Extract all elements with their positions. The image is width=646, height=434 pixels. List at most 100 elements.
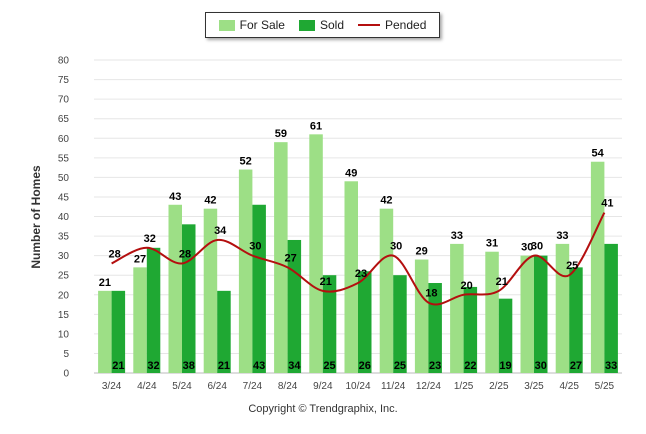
data-label-pended: 32	[144, 233, 156, 245]
x-tick-label: 5/25	[595, 381, 615, 392]
data-label-for-sale: 59	[275, 128, 287, 140]
data-label-pended: 21	[496, 276, 508, 288]
data-label-sold: 33	[605, 360, 617, 372]
x-tick-label: 7/24	[243, 381, 263, 392]
y-tick-label: 80	[58, 56, 70, 67]
bar-sold	[182, 224, 196, 373]
data-label-for-sale: 31	[486, 238, 498, 250]
data-label-pended: 30	[249, 241, 261, 253]
bar-for-sale	[98, 290, 112, 373]
bar-sold	[146, 247, 161, 373]
data-label-for-sale: 42	[380, 195, 392, 207]
data-label-pended: 28	[108, 248, 120, 260]
bar-for-sale	[238, 169, 253, 373]
y-tick-label: 55	[58, 153, 70, 164]
x-tick-label: 11/24	[381, 381, 406, 392]
data-label-pended: 34	[214, 225, 227, 237]
data-label-for-sale: 52	[240, 156, 252, 168]
data-label-for-sale: 33	[556, 230, 568, 242]
pended-swatch	[358, 24, 380, 26]
bar-sold	[111, 290, 126, 373]
data-label-for-sale: 49	[345, 167, 357, 179]
bar-sold	[604, 243, 618, 373]
legend-item-sold[interactable]: Sold	[298, 18, 344, 32]
bar-sold	[252, 204, 266, 373]
legend-item-pended[interactable]: Pended	[358, 18, 426, 32]
data-label-pended: 41	[601, 198, 613, 210]
bar-sold	[569, 267, 583, 373]
y-tick-label: 75	[58, 75, 70, 86]
data-label-pended: 21	[320, 276, 332, 288]
bar-for-sale	[309, 134, 323, 373]
bar-for-sale	[344, 181, 358, 373]
data-label-for-sale: 27	[134, 253, 146, 265]
x-tick-label: 6/24	[207, 381, 227, 392]
y-tick-label: 15	[58, 310, 70, 321]
chart-legend: For Sale Sold Pended	[205, 12, 440, 38]
data-label-sold: 27	[570, 360, 582, 372]
data-label-sold: 21	[112, 360, 124, 372]
data-label-sold: 21	[218, 360, 230, 372]
y-tick-label: 20	[58, 290, 70, 301]
x-tick-label: 4/25	[559, 381, 579, 392]
data-label-sold: 19	[499, 360, 511, 372]
data-label-pended: 23	[355, 268, 367, 280]
y-tick-label: 5	[63, 349, 69, 360]
sold-swatch	[298, 19, 315, 31]
bar-for-sale	[520, 255, 534, 373]
pended-line	[111, 212, 606, 306]
bar-sold	[322, 275, 337, 373]
legend-label-sold: Sold	[319, 18, 344, 32]
data-label-pended: 28	[179, 248, 191, 260]
data-label-for-sale: 33	[451, 230, 463, 242]
data-label-sold: 22	[464, 360, 476, 372]
data-label-sold: 32	[147, 360, 159, 372]
data-label-sold: 38	[183, 360, 195, 372]
y-tick-label: 25	[58, 271, 70, 282]
y-tick-label: 30	[58, 251, 70, 262]
bar-sold	[217, 290, 231, 373]
x-tick-label: 4/24	[137, 381, 157, 392]
x-tick-label: 1/25	[454, 381, 474, 392]
bar-for-sale	[274, 142, 288, 373]
chart-plot: 0 5 10 15 20 25 30 35 40 45 50 55 60 65 70 75 80 3/24 4/24…	[58, 56, 622, 392]
x-tick-label: 3/24	[102, 381, 122, 392]
data-label-sold: 25	[323, 360, 335, 372]
x-tick-label: 12/24	[416, 381, 441, 392]
data-label-pended: 25	[566, 260, 578, 272]
y-tick-label: 10	[58, 329, 70, 340]
data-label-pended: 20	[460, 280, 472, 292]
data-label-sold: 23	[429, 360, 441, 372]
bar-for-sale	[203, 208, 218, 373]
data-label-for-sale: 61	[310, 120, 322, 132]
data-label-for-sale: 42	[204, 195, 216, 207]
y-tick-label: 45	[58, 192, 70, 203]
bar-for-sale	[133, 267, 147, 373]
bar-sold	[428, 283, 442, 373]
x-tick-label: 10/24	[345, 381, 370, 392]
bar-for-sale	[414, 259, 429, 373]
data-label-sold: 34	[288, 360, 301, 372]
data-label-sold: 30	[535, 360, 547, 372]
legend-label-for-sale: For Sale	[239, 18, 285, 32]
data-label-pended: 30	[390, 241, 402, 253]
y-tick-label: 60	[58, 134, 70, 145]
data-label-for-sale: 29	[416, 246, 428, 258]
copyright-text: Copyright © Trendgraphix, Inc.	[248, 403, 398, 415]
x-tick-label: 5/24	[172, 381, 192, 392]
x-tick-label: 8/24	[278, 381, 298, 392]
bar-for-sale	[485, 251, 499, 373]
for-sale-swatch	[218, 19, 235, 31]
data-label-for-sale: 30	[521, 242, 533, 254]
bar-sold	[358, 271, 372, 373]
bar-for-sale	[450, 243, 464, 373]
y-tick-label: 0	[63, 369, 69, 380]
bar-sold	[463, 286, 478, 373]
data-label-pended: 18	[425, 288, 437, 300]
legend-item-for-sale[interactable]: For Sale	[218, 18, 285, 32]
y-tick-label: 70	[58, 95, 70, 106]
x-tick-label: 2/25	[489, 381, 509, 392]
data-label-sold: 26	[359, 360, 371, 372]
x-tick-label: 3/25	[524, 381, 544, 392]
bar-for-sale	[590, 161, 605, 373]
